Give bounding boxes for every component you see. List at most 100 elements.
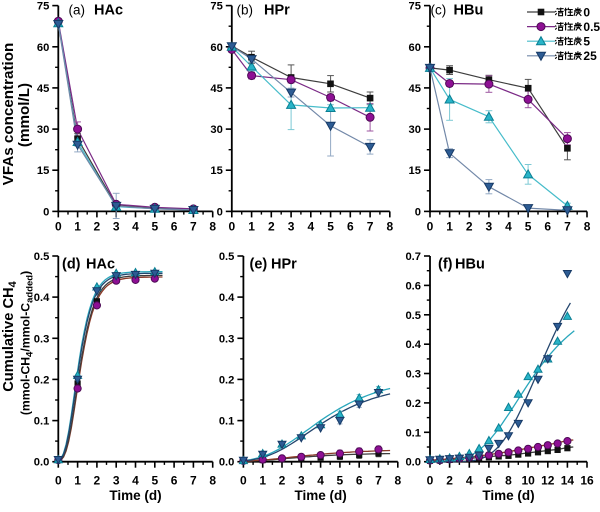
svg-text:25: 25: [583, 49, 597, 63]
svg-text:0.4: 0.4: [219, 292, 235, 304]
svg-text:2: 2: [268, 219, 275, 233]
svg-text:15: 15: [210, 165, 222, 177]
svg-text:(mmol/L): (mmol/L): [16, 83, 33, 147]
svg-text:0.2: 0.2: [219, 374, 235, 386]
svg-text:7: 7: [367, 219, 374, 233]
svg-text:7: 7: [375, 474, 382, 488]
svg-text:2: 2: [94, 474, 101, 488]
svg-text:10: 10: [521, 474, 535, 488]
svg-text:0.5: 0.5: [583, 20, 600, 34]
svg-text:2: 2: [94, 219, 101, 233]
svg-text:0.0: 0.0: [34, 457, 50, 469]
svg-text:4: 4: [307, 219, 314, 233]
svg-text:2: 2: [466, 219, 473, 233]
svg-text:8: 8: [386, 219, 393, 233]
svg-text:1: 1: [259, 474, 266, 488]
svg-text:4: 4: [317, 474, 324, 488]
svg-text:(a): (a): [69, 3, 86, 18]
svg-text:(b): (b): [237, 3, 254, 18]
svg-text:0: 0: [240, 474, 247, 488]
svg-text:0.5: 0.5: [405, 310, 421, 322]
svg-text:0.1: 0.1: [405, 427, 421, 439]
svg-text:HPr: HPr: [271, 257, 297, 273]
svg-text:5: 5: [327, 219, 334, 233]
svg-text:60: 60: [409, 42, 421, 54]
svg-text:2: 2: [446, 474, 453, 488]
svg-text:0.4: 0.4: [34, 292, 50, 304]
svg-text:15: 15: [37, 165, 49, 177]
svg-text:VFAs concentration: VFAs concentration: [0, 43, 17, 186]
svg-text:(e): (e): [250, 257, 268, 273]
svg-text:45: 45: [409, 83, 421, 95]
svg-text:0: 0: [43, 206, 49, 218]
svg-text:0.6: 0.6: [405, 280, 421, 292]
svg-text:14: 14: [561, 474, 575, 488]
svg-text:HBu: HBu: [455, 257, 485, 273]
svg-text:0.3: 0.3: [219, 333, 235, 345]
svg-text:(f): (f): [438, 257, 453, 273]
svg-text:12: 12: [541, 474, 555, 488]
svg-text:1: 1: [74, 219, 81, 233]
svg-text:0.4: 0.4: [405, 339, 421, 351]
svg-text:HAc: HAc: [94, 3, 123, 19]
svg-text:3: 3: [113, 474, 120, 488]
svg-text:4: 4: [132, 474, 139, 488]
svg-text:7: 7: [190, 219, 197, 233]
svg-text:16: 16: [580, 474, 594, 488]
svg-text:5: 5: [151, 474, 158, 488]
svg-text:0: 0: [427, 474, 434, 488]
svg-text:6: 6: [171, 219, 178, 233]
svg-text:HAc: HAc: [86, 257, 115, 273]
svg-text:0.2: 0.2: [405, 398, 421, 410]
svg-text:75: 75: [210, 1, 222, 13]
svg-text:60: 60: [37, 42, 49, 54]
svg-text:5: 5: [151, 219, 158, 233]
svg-text:7: 7: [564, 219, 571, 233]
svg-text:1: 1: [446, 219, 453, 233]
svg-text:1: 1: [248, 219, 255, 233]
svg-text:6: 6: [347, 219, 354, 233]
svg-text:6: 6: [544, 219, 551, 233]
svg-text:0: 0: [55, 474, 62, 488]
svg-text:45: 45: [210, 83, 222, 95]
svg-text:Time (d): Time (d): [109, 488, 161, 503]
svg-text:75: 75: [409, 1, 421, 13]
svg-text:5: 5: [337, 474, 344, 488]
svg-text:30: 30: [37, 124, 49, 136]
svg-text:0.1: 0.1: [34, 416, 50, 428]
svg-text:30: 30: [210, 124, 222, 136]
svg-text:0.5: 0.5: [219, 251, 235, 263]
svg-text:60: 60: [210, 42, 222, 54]
svg-text:3: 3: [113, 219, 120, 233]
svg-text:8: 8: [584, 219, 591, 233]
svg-text:6: 6: [486, 474, 493, 488]
svg-text:(c): (c): [431, 3, 447, 18]
svg-text:3: 3: [298, 474, 305, 488]
svg-text:4: 4: [132, 219, 139, 233]
svg-text:HBu: HBu: [454, 3, 484, 19]
svg-text:6: 6: [171, 474, 178, 488]
svg-text:(d): (d): [62, 257, 81, 273]
svg-text:0.0: 0.0: [219, 457, 235, 469]
svg-text:0.3: 0.3: [34, 333, 50, 345]
svg-text:4: 4: [505, 219, 512, 233]
svg-text:45: 45: [37, 83, 49, 95]
svg-text:7: 7: [190, 474, 197, 488]
svg-text:HPr: HPr: [264, 3, 290, 19]
svg-text:0.5: 0.5: [34, 251, 50, 263]
svg-text:8: 8: [505, 474, 512, 488]
svg-text:0.7: 0.7: [405, 251, 421, 263]
svg-text:30: 30: [409, 124, 421, 136]
svg-text:0: 0: [427, 219, 434, 233]
svg-text:8: 8: [209, 474, 216, 488]
svg-text:5: 5: [525, 219, 532, 233]
svg-text:0.0: 0.0: [405, 457, 421, 469]
svg-text:0: 0: [583, 5, 590, 19]
svg-text:2: 2: [279, 474, 286, 488]
svg-text:5: 5: [583, 35, 590, 49]
svg-text:Cumulative CH4: Cumulative CH4: [1, 280, 19, 391]
svg-text:3: 3: [288, 219, 295, 233]
svg-text:(mmol-CH4/mmol-Cadded): (mmol-CH4/mmol-Cadded): [19, 271, 36, 415]
svg-text:0: 0: [415, 206, 421, 218]
svg-text:75: 75: [37, 1, 49, 13]
